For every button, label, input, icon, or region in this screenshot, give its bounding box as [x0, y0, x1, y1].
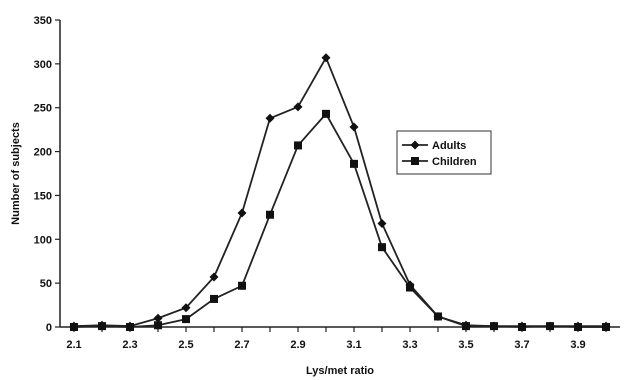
data-point-square [70, 323, 78, 331]
data-point-square [98, 322, 106, 331]
data-point-square [406, 283, 414, 292]
data-point-square [434, 312, 442, 321]
series-layer [69, 53, 611, 331]
data-point-diamond [293, 102, 303, 112]
x-tick-label: 3.9 [570, 339, 585, 351]
data-point-square [126, 323, 134, 331]
legend-label-adults: Adults [432, 140, 466, 152]
x-tick-label: 2.1 [66, 339, 81, 351]
x-tick-label: 2.7 [234, 339, 249, 351]
y-tick-label: 0 [46, 322, 52, 334]
data-point-diamond [377, 218, 387, 228]
series-children [70, 109, 610, 331]
x-tick-label: 3.1 [346, 339, 361, 351]
data-point-square [462, 322, 470, 331]
data-point-square [266, 210, 274, 219]
data-point-square [322, 109, 330, 118]
data-point-square [350, 159, 358, 168]
legend-marker-square [411, 157, 419, 165]
y-tick-label: 250 [34, 103, 52, 115]
x-tick-label: 2.3 [122, 339, 137, 351]
data-point-square [294, 141, 302, 150]
y-tick-label: 50 [40, 278, 52, 290]
legend-entry-adults: Adults [402, 140, 466, 152]
x-tick-label: 3.3 [402, 339, 417, 351]
data-point-square [518, 323, 526, 331]
y-tick-label: 200 [34, 147, 52, 159]
legend-box [396, 130, 492, 175]
series-line [73, 112, 606, 328]
series-line [73, 55, 606, 328]
legend: Adults Children [396, 130, 492, 175]
data-point-square [546, 322, 554, 331]
data-point-square [378, 243, 386, 252]
x-tick-label: 3.5 [458, 339, 473, 351]
data-point-square [490, 322, 498, 331]
data-point-square [574, 323, 582, 331]
data-point-diamond [321, 53, 331, 63]
data-point-diamond [265, 113, 275, 123]
data-point-square [238, 281, 246, 290]
y-tick-label: 350 [34, 15, 52, 27]
data-point-diamond [349, 122, 359, 132]
x-axis-title: Lys/met ratio [306, 365, 374, 377]
y-ticks: 0 50 100 150 200 250 300 350 [34, 15, 60, 334]
data-point-diamond [153, 313, 163, 323]
legend-label-children: Children [432, 156, 477, 168]
data-point-square [602, 323, 610, 331]
legend-marker-diamond [410, 140, 420, 150]
data-point-square [210, 294, 218, 303]
data-point-diamond [209, 272, 219, 282]
data-point-square [182, 315, 190, 324]
y-axis-title: Number of subjects [10, 122, 22, 225]
x-tick-label: 2.5 [178, 339, 193, 351]
x-tick-label: 2.9 [290, 339, 305, 351]
x-tick-label: 3.7 [514, 339, 529, 351]
axes [59, 20, 620, 328]
series-adults [69, 53, 611, 331]
data-point-square [154, 321, 162, 330]
y-tick-label: 150 [34, 190, 52, 202]
data-point-diamond [237, 208, 247, 218]
legend-entry-children: Children [402, 156, 477, 168]
y-tick-label: 100 [34, 234, 52, 246]
data-point-diamond [181, 303, 191, 313]
y-tick-label: 300 [34, 59, 52, 71]
